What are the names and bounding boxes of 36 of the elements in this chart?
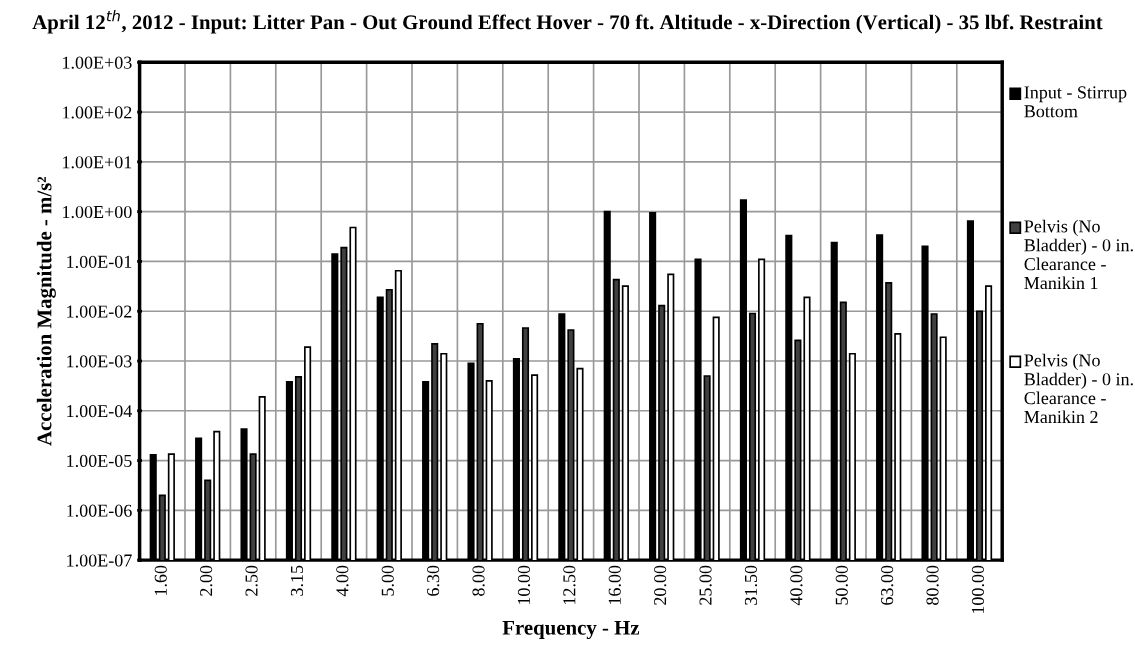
x-tick-label: 10.00 xyxy=(517,565,531,605)
x-tick-label: 2.50 xyxy=(245,565,258,596)
x-tick-label: 6.30 xyxy=(427,565,440,596)
legend-label: Pelvis (No Bladder) - 0 in. Clearance - Manikin 2 xyxy=(1024,353,1133,424)
x-tick-label: 5.00 xyxy=(381,565,394,596)
x-tick-label: 100.00 xyxy=(971,565,985,614)
x-tick-label: 16.00 xyxy=(608,565,621,605)
y-tick-label: 1.00E-06 xyxy=(67,504,132,517)
x-tick-label: 4.00 xyxy=(336,565,349,597)
legend-label: Pelvis (No Bladder) - 0 in. Clearance - Manikin 1 xyxy=(1024,219,1133,290)
y-tick-label: 1.00E-01 xyxy=(67,255,132,268)
x-axis-title: Frequency - Hz xyxy=(502,620,640,640)
x-tick-label: 50.00 xyxy=(835,565,848,605)
x-tick-label: 63.00 xyxy=(881,565,894,605)
x-tick-label: 40.00 xyxy=(790,565,803,606)
y-tick-label: 1.00E+03 xyxy=(63,56,132,69)
y-tick-label: 1.00E+02 xyxy=(63,106,132,119)
x-tick-label: 80.00 xyxy=(926,565,939,605)
x-tick-label: 3.15 xyxy=(290,565,304,596)
x-tick-label: 1.60 xyxy=(154,565,167,595)
y-axis-title: Acceleration Magnitude - m/s² xyxy=(36,176,56,446)
x-tick-label: 25.00 xyxy=(699,565,712,605)
y-tick-label: 1.00E+01 xyxy=(63,156,132,169)
x-tick-label: 31.50 xyxy=(744,565,758,605)
legend-label: Input - Stirrup Bottom xyxy=(1024,86,1127,118)
chart-title: April 12$^{th}$, 2012 - Input: Litter Pan - Out Ground Effect Hover - 70 ft. Altitude - x-Direction (Vertical) - 35 lbf. Restraint xyxy=(32,10,1103,34)
y-tick-label: 1.00E+00 xyxy=(63,205,132,219)
x-tick-label: 8.00 xyxy=(472,565,485,596)
y-tick-label: 1.00E-04 xyxy=(67,405,133,418)
x-tick-label: 12.50 xyxy=(563,565,576,605)
x-tick-label: 2.00 xyxy=(200,565,213,596)
y-tick-label: 1.00E-02 xyxy=(67,305,132,318)
y-tick-label: 1.00E-07 xyxy=(67,554,132,567)
y-tick-label: 1.00E-03 xyxy=(67,355,132,368)
y-tick-label: 1.00E-05 xyxy=(67,454,132,468)
x-tick-label: 20.00 xyxy=(654,565,667,605)
